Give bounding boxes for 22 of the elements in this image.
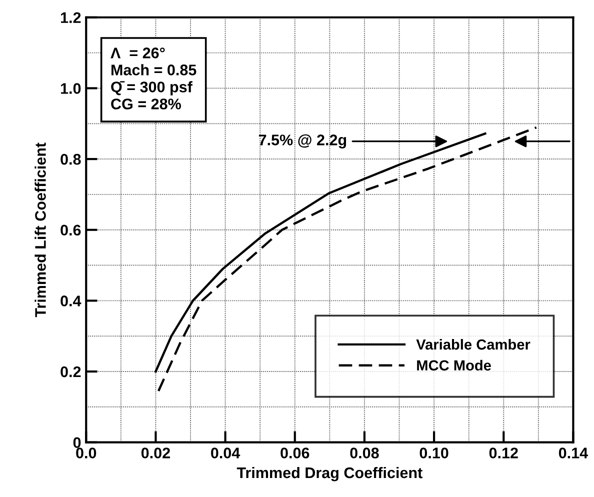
y-tick-label: 0 (73, 437, 81, 448)
x-tick-label: 0.0 (76, 448, 96, 458)
y-tick-label: 0.8 (60, 154, 81, 165)
x-tick-label: 0.08 (350, 448, 379, 458)
annotation: Λ = 26° Mach = 0.85 Q̄ = 300 psf CG = 28% (110, 48, 196, 110)
y-tick-label: 1.0 (60, 83, 81, 94)
x-tick-label: 0.02 (141, 448, 170, 458)
y-tick-label: 0.4 (60, 296, 82, 306)
y-tick-label: 0.2 (60, 366, 81, 378)
y-axis-title: Trimmed Lift Coefficient (34, 142, 46, 318)
x-axis-title: Trimmed Drag Coefficient (236, 466, 422, 482)
x-tick-label: 0.04 (211, 448, 240, 458)
x-tick-label: 0.10 (420, 448, 448, 458)
x-tick-label: 0.12 (489, 448, 518, 458)
x-tick-label: 0.06 (280, 448, 310, 458)
legend-label: Variable Camber (416, 338, 530, 350)
annotation: 7.5% @ 2.2g (258, 134, 346, 148)
line-series (157, 126, 538, 392)
y-tick-label: 0.6 (60, 224, 81, 236)
x-tick-label: 0.14 (558, 448, 588, 458)
legend-label: MCC Mode (417, 360, 491, 371)
y-tick-label: 1.2 (60, 12, 81, 23)
